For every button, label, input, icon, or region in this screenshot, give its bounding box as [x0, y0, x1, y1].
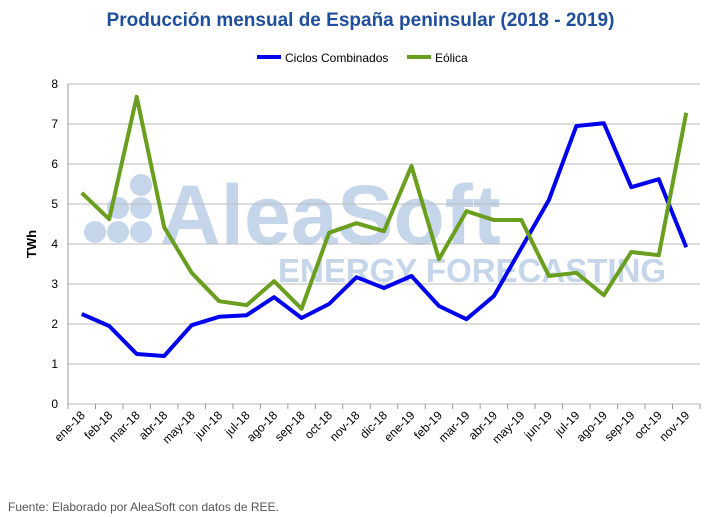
watermark-dot	[130, 197, 152, 219]
x-tick-label: ago-18	[244, 408, 281, 445]
x-tick-label: mar-18	[106, 408, 143, 445]
y-tick-label: 2	[51, 317, 58, 331]
watermark-dot	[107, 221, 129, 243]
y-axis-label: TWh	[24, 230, 39, 258]
y-tick-label: 5	[51, 197, 58, 211]
x-tick-label: sep-19	[602, 408, 638, 444]
x-tick-label: ago-19	[574, 408, 611, 445]
x-tick-label: jun-18	[191, 408, 225, 442]
watermark-dot	[130, 174, 152, 196]
y-tick-label: 4	[51, 237, 58, 251]
watermark-tagline: ENERGY FORECASTING	[278, 252, 666, 289]
chart-title: Producción mensual de España peninsular …	[106, 10, 615, 31]
x-tick-label: mar-19	[436, 408, 473, 445]
y-tick-label: 8	[51, 77, 58, 91]
y-tick-label: 6	[51, 157, 58, 171]
x-tick-label: jun-19	[521, 408, 555, 442]
x-tick-label: ene-18	[52, 408, 89, 445]
watermark-dot	[130, 221, 152, 243]
x-tick-label: sep-18	[272, 408, 308, 444]
y-tick-label: 7	[51, 117, 58, 131]
watermark-logo: AleaSoft	[160, 168, 501, 262]
legend-label: Eólica	[435, 51, 468, 65]
watermark-dot	[84, 221, 106, 243]
source-note: Fuente: Elaborado por AleaSoft con datos…	[8, 500, 279, 514]
x-tick-label: nov-18	[327, 408, 363, 444]
y-tick-label: 0	[51, 397, 58, 411]
y-tick-label: 1	[51, 357, 58, 371]
legend-label: Ciclos Combinados	[285, 51, 388, 65]
y-tick-label: 3	[51, 277, 58, 291]
x-tick-label: nov-19	[657, 408, 693, 444]
x-tick-label: ene-19	[381, 408, 418, 445]
